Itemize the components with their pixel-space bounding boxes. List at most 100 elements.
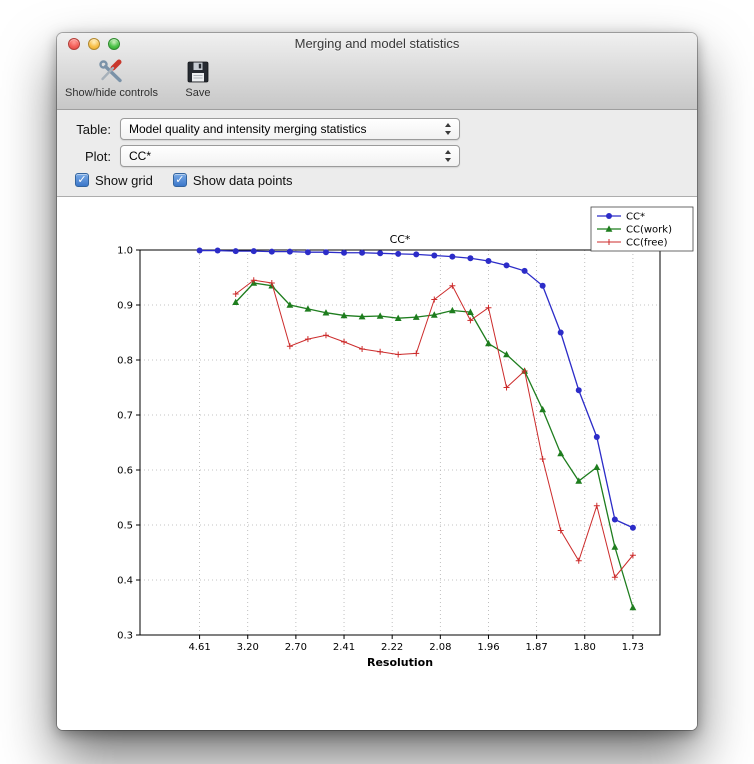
show-grid-label: Show grid bbox=[95, 172, 153, 188]
chart[interactable]: 0.3 0.4 0.5 0.6 0.7 0.8 0.9 1.0 4.61 3.20 2.70 2.41… bbox=[67, 197, 697, 702]
data-point bbox=[286, 301, 294, 308]
data-point bbox=[629, 603, 637, 611]
table-label: Table: bbox=[76, 121, 111, 137]
x-tick-label: 1.87 bbox=[525, 642, 547, 653]
x-tick-label: 2.41 bbox=[333, 642, 355, 653]
plot-dropdown[interactable]: CC* bbox=[120, 145, 460, 167]
updown-arrows-icon bbox=[439, 149, 457, 163]
data-point bbox=[340, 311, 348, 319]
show-hide-controls-button[interactable]: Show/hide controls bbox=[65, 58, 158, 99]
y-tick-label: 0.5 bbox=[117, 521, 133, 532]
checkbox-checked-icon bbox=[75, 173, 89, 187]
y-tick-label: 1.0 bbox=[117, 246, 133, 257]
app-window: Merging and model statistics Show/hide c… bbox=[57, 33, 697, 730]
save-icon bbox=[184, 58, 212, 86]
y-tick-label: 0.4 bbox=[117, 576, 133, 587]
data-point bbox=[521, 267, 528, 274]
x-tick-label: 1.73 bbox=[622, 642, 644, 653]
data-point bbox=[377, 250, 384, 257]
table-row: Table: Model quality and intensity mergi… bbox=[67, 118, 697, 140]
y-tick-label: 0.6 bbox=[117, 466, 133, 477]
data-point bbox=[376, 312, 384, 319]
y-tick-label: 0.3 bbox=[117, 631, 133, 642]
data-point bbox=[341, 249, 348, 256]
data-point bbox=[485, 339, 492, 347]
x-tick-label: 1.80 bbox=[574, 642, 596, 653]
show-hide-controls-label: Show/hide controls bbox=[65, 87, 158, 99]
data-point bbox=[250, 248, 257, 255]
data-point bbox=[575, 387, 582, 394]
x-tick-label: 2.22 bbox=[381, 642, 403, 653]
data-point bbox=[557, 329, 564, 336]
updown-arrows-icon bbox=[439, 122, 457, 136]
checkbox-checked-icon bbox=[172, 173, 187, 187]
controls-panel: Table: Model quality and intensity mergi… bbox=[57, 110, 697, 197]
data-point bbox=[449, 253, 456, 260]
data-point bbox=[359, 249, 366, 256]
window-chrome: Merging and model statistics Show/hide c… bbox=[57, 33, 697, 110]
toolbar: Show/hide controls Save bbox=[57, 55, 697, 109]
save-button[interactable]: Save bbox=[178, 58, 218, 99]
data-point bbox=[413, 251, 420, 258]
table-dropdown[interactable]: Model quality and intensity merging stat… bbox=[120, 118, 460, 140]
data-point bbox=[605, 225, 613, 232]
data-point bbox=[503, 350, 510, 358]
data-point bbox=[304, 305, 312, 312]
show-data-points-label: Show data points bbox=[192, 172, 293, 188]
data-point bbox=[611, 516, 618, 523]
tools-icon bbox=[97, 58, 125, 86]
zoom-button[interactable] bbox=[108, 38, 120, 50]
data-point bbox=[322, 249, 329, 256]
close-button[interactable] bbox=[68, 38, 80, 50]
data-point bbox=[448, 306, 456, 314]
legend-label: CC(work) bbox=[626, 225, 672, 236]
data-point bbox=[467, 255, 474, 262]
data-point bbox=[503, 262, 510, 269]
data-point bbox=[539, 405, 547, 413]
minimize-button[interactable] bbox=[88, 38, 100, 50]
x-tick-label: 1.96 bbox=[477, 642, 499, 653]
data-point bbox=[611, 543, 619, 550]
axes-border bbox=[139, 249, 661, 636]
chart-title: CC* bbox=[390, 233, 411, 246]
data-point bbox=[412, 313, 420, 320]
titlebar[interactable]: Merging and model statistics bbox=[57, 33, 697, 55]
y-tick-label: 0.8 bbox=[117, 356, 133, 367]
data-point bbox=[430, 311, 438, 318]
data-point bbox=[394, 314, 402, 321]
data-point bbox=[557, 449, 565, 457]
traffic-lights bbox=[68, 38, 120, 50]
plot-label: Plot: bbox=[84, 148, 111, 164]
data-point bbox=[593, 434, 600, 440]
save-label: Save bbox=[185, 87, 211, 99]
data-point bbox=[606, 213, 612, 219]
x-tick-label: 2.70 bbox=[285, 642, 307, 653]
legend-label: CC* bbox=[626, 212, 645, 223]
plot-row: Plot: CC* bbox=[67, 145, 697, 167]
data-point bbox=[232, 248, 239, 255]
x-tick-label: 4.61 bbox=[188, 642, 210, 653]
data-point bbox=[232, 298, 240, 306]
data-point bbox=[304, 249, 311, 256]
plot-dropdown-value: CC* bbox=[129, 149, 152, 163]
data-point bbox=[395, 250, 402, 257]
data-point bbox=[485, 258, 492, 264]
y-tick-label: 0.7 bbox=[117, 411, 133, 422]
show-data-points-checkbox[interactable]: Show data points bbox=[172, 172, 293, 188]
data-point bbox=[539, 282, 546, 289]
data-point bbox=[629, 524, 636, 531]
legend-label: CC(free) bbox=[626, 238, 668, 249]
data-point bbox=[214, 247, 221, 254]
window-title: Merging and model statistics bbox=[294, 36, 460, 51]
data-point bbox=[286, 248, 293, 255]
x-axis-label: Resolution bbox=[367, 656, 433, 669]
x-tick-label: 2.08 bbox=[429, 642, 451, 653]
data-point bbox=[322, 309, 330, 316]
data-point bbox=[196, 247, 203, 254]
checkbox-row: Show grid Show data points bbox=[75, 172, 697, 188]
data-point bbox=[467, 308, 474, 315]
show-grid-checkbox[interactable]: Show grid bbox=[75, 173, 153, 188]
data-point bbox=[268, 248, 275, 255]
plot-background bbox=[140, 250, 660, 635]
data-point bbox=[358, 312, 366, 320]
